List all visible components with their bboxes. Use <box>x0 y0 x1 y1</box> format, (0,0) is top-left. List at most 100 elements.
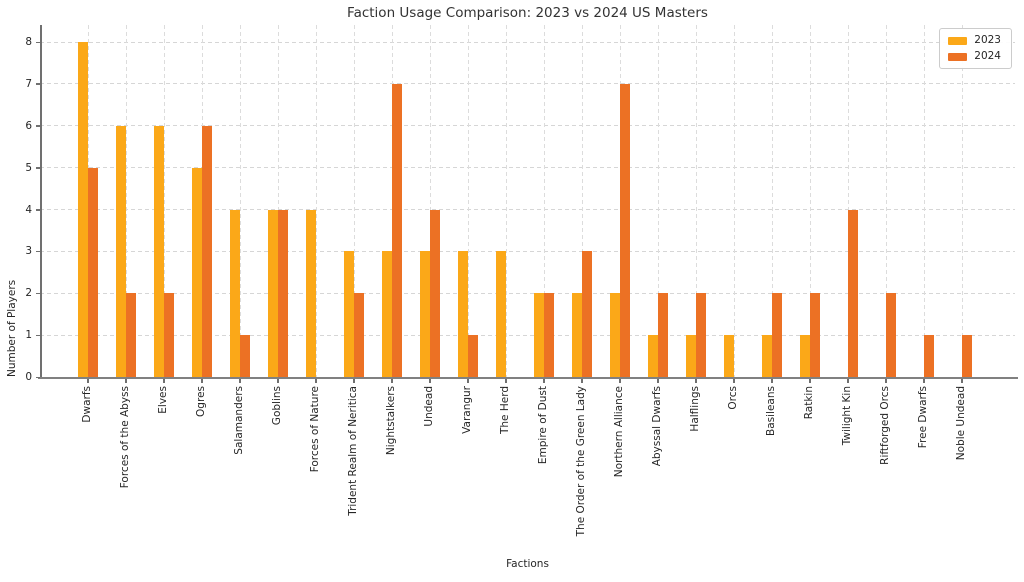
x-tick-mark <box>239 379 241 383</box>
bar-2023 <box>496 251 506 377</box>
y-tick-mark <box>36 167 40 169</box>
v-gridline <box>125 25 127 377</box>
bar-2024 <box>354 293 364 377</box>
x-tick-mark <box>125 379 127 383</box>
x-axis-title: Factions <box>506 558 549 570</box>
x-tick-mark <box>201 379 203 383</box>
y-tick-mark <box>36 250 40 253</box>
h-gridline <box>40 167 1015 169</box>
bar-2023 <box>724 335 734 377</box>
x-tick-mark <box>429 379 431 383</box>
x-tick-label: Dwarfs <box>81 386 93 423</box>
legend-entry-2024: 2024 <box>948 51 1001 62</box>
bar-2023 <box>154 125 164 377</box>
bar-2023 <box>610 293 620 377</box>
bar-2024 <box>696 293 706 377</box>
v-gridline <box>315 25 317 377</box>
x-tick-mark <box>163 379 165 383</box>
x-tick-mark <box>505 379 507 383</box>
x-tick-label: Abyssal Dwarfs <box>651 386 663 467</box>
bar-2023 <box>572 293 582 377</box>
h-gridline <box>40 250 1015 252</box>
x-tick-label: Empire of Dust <box>537 386 549 465</box>
x-tick-label: Elves <box>157 386 169 414</box>
x-tick-mark <box>543 379 545 383</box>
x-tick-label: Nightstalkers <box>385 386 397 456</box>
x-tick-label: Salamanders <box>233 386 245 455</box>
v-gridline <box>847 25 849 377</box>
x-tick-mark <box>885 379 887 383</box>
bar-2024 <box>544 293 554 377</box>
v-gridline <box>885 25 887 377</box>
bar-2023 <box>116 125 126 377</box>
y-tick-label: 4 <box>25 203 32 216</box>
x-tick-label: Northern Alliance <box>613 386 625 478</box>
x-tick-mark <box>619 379 621 383</box>
bar-2023 <box>268 209 278 377</box>
y-tick-mark <box>36 83 40 85</box>
v-gridline <box>809 25 811 377</box>
h-gridline <box>40 41 1015 43</box>
bar-2023 <box>78 42 88 377</box>
x-tick-label: Riftforged Orcs <box>879 386 891 465</box>
x-tick-mark <box>847 379 849 383</box>
x-tick-label: Twilight Kin <box>841 386 853 446</box>
bar-2023 <box>192 167 202 377</box>
legend-label: 2023 <box>974 34 1001 46</box>
chart-title: Faction Usage Comparison: 2023 vs 2024 U… <box>347 5 708 21</box>
x-tick-label: Free Dwarfs <box>917 386 929 449</box>
v-gridline <box>771 25 773 377</box>
bar-2023 <box>344 251 354 377</box>
bar-2023 <box>648 335 658 377</box>
x-tick-mark <box>961 379 963 383</box>
h-gridline <box>40 209 1015 210</box>
bar-2023 <box>230 209 240 377</box>
h-gridline <box>40 125 1015 127</box>
x-tick-label: Ratkin <box>803 386 815 420</box>
x-tick-mark <box>581 379 583 383</box>
legend-swatch-2024 <box>948 52 968 61</box>
y-tick-label: 1 <box>25 329 32 342</box>
y-tick-mark <box>36 376 40 378</box>
v-gridline <box>543 25 545 377</box>
bar-2023 <box>800 335 810 377</box>
v-gridline <box>695 25 697 377</box>
y-tick-label: 6 <box>25 119 32 132</box>
y-axis-spine <box>40 25 42 378</box>
y-axis-title: Number of Players <box>6 279 18 377</box>
x-tick-label: The Herd <box>499 386 511 435</box>
bar-2023 <box>420 251 430 377</box>
v-gridline <box>353 25 355 377</box>
bar-2024 <box>468 335 478 377</box>
bar-2024 <box>164 293 174 377</box>
y-tick-label: 3 <box>25 245 32 258</box>
bar-2024 <box>810 293 820 377</box>
bar-2023 <box>762 335 772 377</box>
h-gridline <box>40 83 1015 85</box>
x-tick-label: The Order of the Green Lady <box>575 386 587 537</box>
bar-2024 <box>240 335 250 377</box>
v-gridline <box>733 25 735 377</box>
y-tick-mark <box>36 41 40 43</box>
x-tick-mark <box>695 379 697 383</box>
x-tick-mark <box>391 379 393 383</box>
bar-2024 <box>430 209 440 377</box>
y-tick-label: 8 <box>25 36 32 48</box>
x-tick-label: Forces of Nature <box>309 386 321 473</box>
x-tick-mark <box>733 379 735 383</box>
x-tick-mark <box>353 379 355 383</box>
y-tick-mark <box>36 125 40 127</box>
v-gridline <box>581 25 583 377</box>
legend-swatch-2023 <box>948 36 968 45</box>
bar-2023 <box>686 335 696 377</box>
v-gridline <box>923 25 925 377</box>
bar-2024 <box>848 209 858 377</box>
bar-2024 <box>924 335 934 377</box>
x-tick-mark <box>809 379 811 383</box>
bar-2024 <box>278 209 288 377</box>
v-gridline <box>467 25 469 377</box>
v-gridline <box>277 25 279 377</box>
v-gridline <box>961 25 963 377</box>
v-gridline <box>163 25 165 377</box>
